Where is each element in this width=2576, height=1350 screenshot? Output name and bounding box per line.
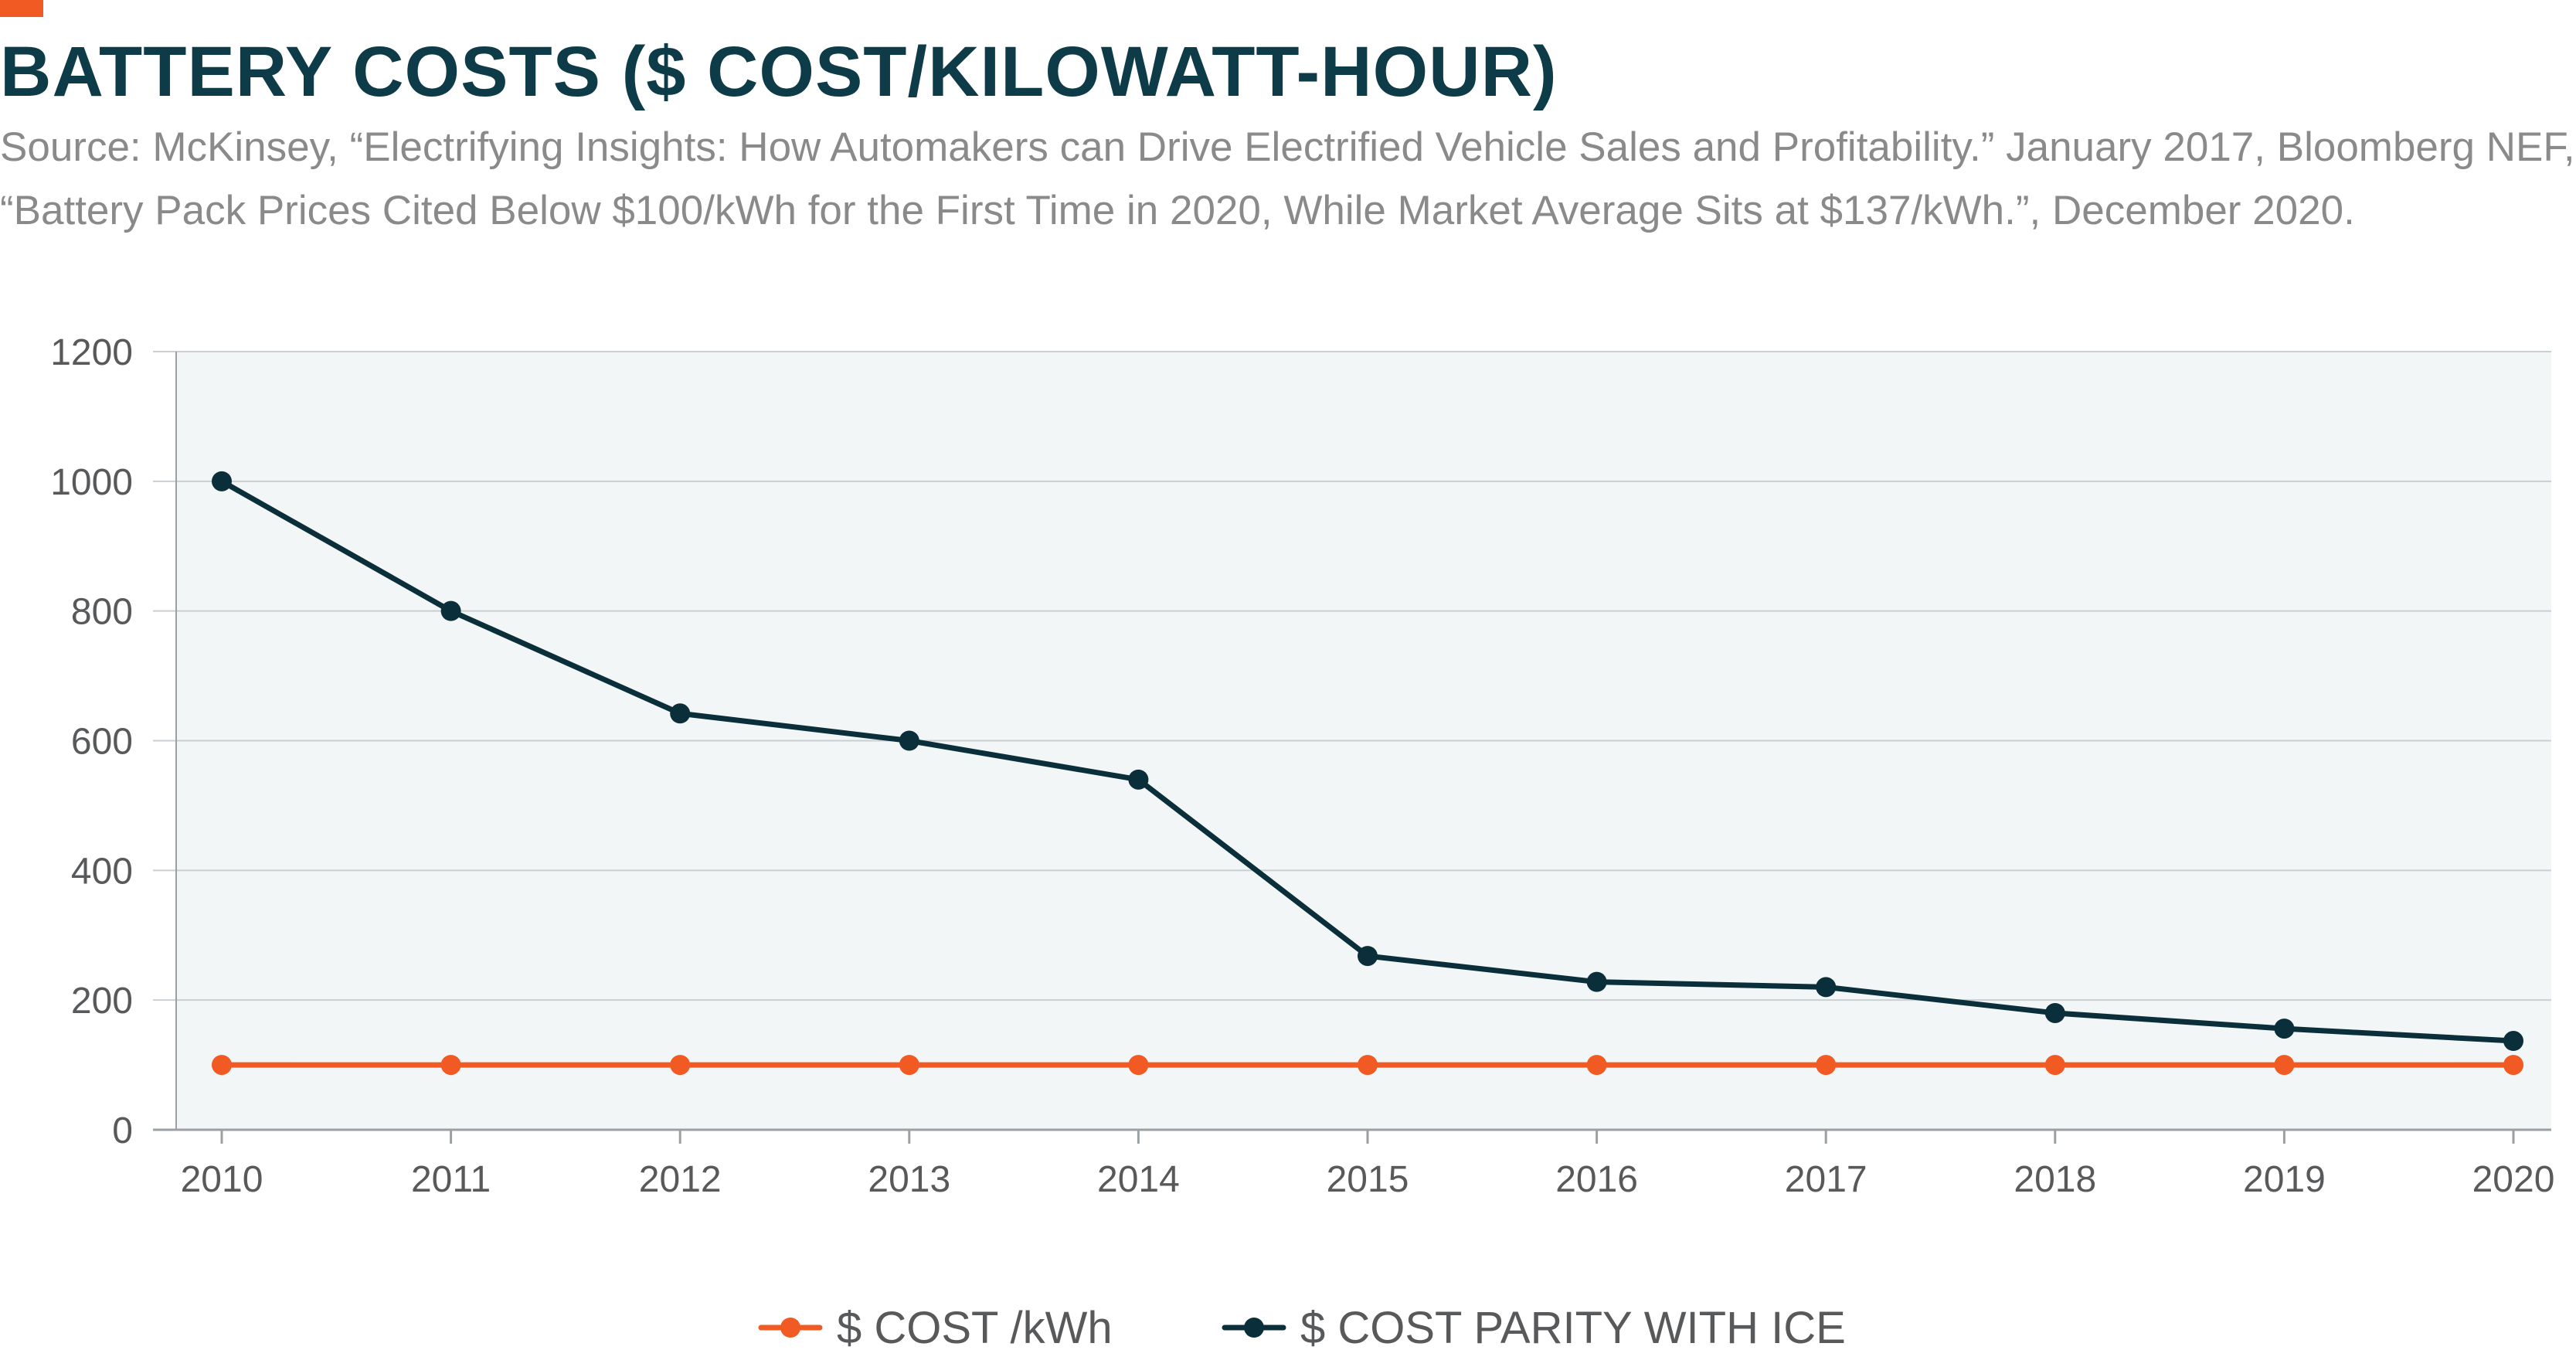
data-point [212,471,232,491]
legend: $ COST /kWh $ COST PARITY WITH ICE [758,1303,1846,1350]
data-point [1586,1055,1607,1076]
source-line-2: “Battery Pack Prices Cited Below $100/kW… [0,188,2355,233]
x-tick-label: 2013 [868,1159,950,1200]
data-point [1128,769,1149,790]
data-point [212,1055,232,1076]
x-tick-label: 2017 [1785,1159,1867,1200]
source-line-1: Source: McKinsey, “Electrifying Insights… [0,124,2575,170]
legend-swatch-marker [780,1318,800,1338]
x-axis-ticks: 2010 2011 2012 2013 2014 2015 2016 2017 2018 2019… [181,1130,2555,1200]
y-tick-label: 200 [71,981,133,1022]
y-tick-label: 0 [112,1110,133,1151]
accent-bar [0,0,43,17]
data-point [1358,946,1378,967]
data-point [1586,971,1607,992]
data-point [670,703,691,724]
legend-swatch-marker [1244,1318,1264,1338]
data-point [440,600,461,621]
data-point [2503,1031,2523,1052]
x-tick-label: 2014 [1097,1159,1180,1200]
data-point [2274,1055,2295,1076]
gridlines [153,351,2551,1131]
data-point [2503,1055,2523,1076]
data-point [1358,1055,1378,1076]
data-point [2274,1018,2295,1039]
x-tick-label: 2018 [2014,1159,2096,1200]
y-tick-label: 1200 [50,332,133,373]
data-point [2044,1055,2065,1076]
y-tick-label: 600 [71,722,133,763]
x-tick-label: 2010 [181,1159,263,1200]
chart-title: BATTERY COSTS ($ COST/KILOWATT-HOUR) [0,32,1558,111]
x-tick-label: 2019 [2243,1159,2326,1200]
legend-label: $ COST /kWh [837,1303,1113,1350]
data-point [440,1055,461,1076]
y-axis-ticks: 0 200 400 600 800 1000 1200 [50,332,133,1151]
x-tick-label: 2015 [1327,1159,1409,1200]
data-point [1128,1055,1149,1076]
x-tick-label: 2020 [2472,1159,2555,1200]
data-point [1816,977,1837,998]
data-point [1816,1055,1837,1076]
y-tick-label: 800 [71,592,133,633]
y-tick-label: 400 [71,851,133,892]
x-tick-label: 2011 [411,1159,491,1200]
y-tick-label: 1000 [50,462,133,503]
source-note: Source: McKinsey, “Electrifying Insights… [0,116,2575,243]
x-tick-label: 2012 [639,1159,722,1200]
legend-label: $ COST PARITY WITH ICE [1300,1303,1846,1350]
data-point [2044,1002,2065,1023]
data-point [899,730,919,751]
data-point [670,1055,691,1076]
series-lines [212,471,2523,1076]
data-point [899,1055,919,1076]
x-tick-label: 2016 [1555,1159,1638,1200]
